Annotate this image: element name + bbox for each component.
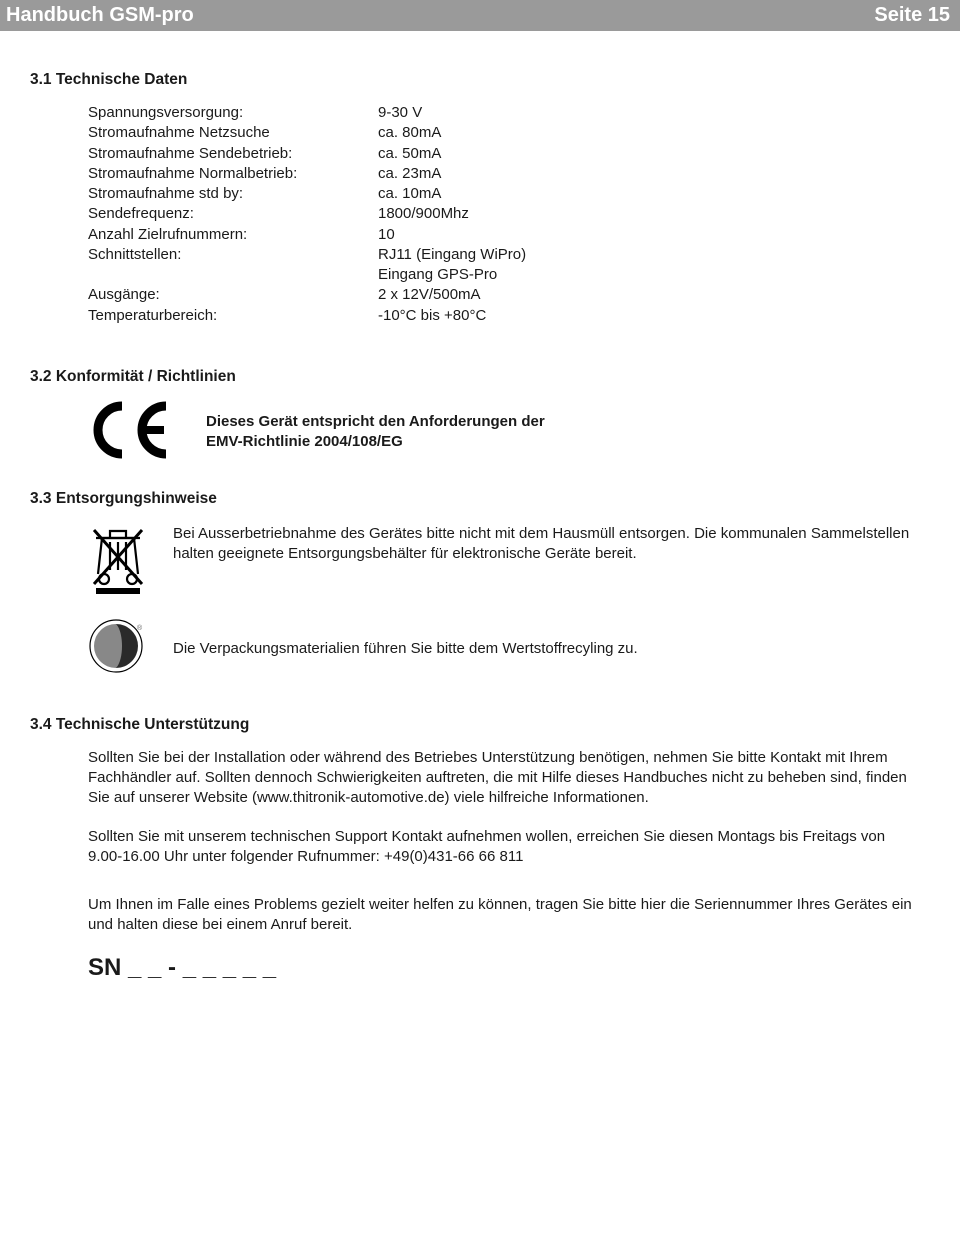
spec-label: Stromaufnahme Sendebetrieb: xyxy=(88,144,378,164)
heading-disposal: 3.3 Entsorgungshinweise xyxy=(30,490,920,508)
tech-spec-table: Spannungsversorgung:9-30 VStromaufnahme … xyxy=(88,103,848,326)
support-p2: Sollten Sie mit unserem technischen Supp… xyxy=(88,827,920,868)
support-p3: Um Ihnen im Falle eines Problems gezielt… xyxy=(88,895,920,936)
spec-label: Ausgänge: xyxy=(88,285,378,305)
spec-row: Stromaufnahme Normalbetrieb:ca. 23mA xyxy=(88,164,848,184)
spec-value: RJ11 (Eingang WiPro) xyxy=(378,245,848,265)
spec-label xyxy=(88,265,378,285)
spec-row: Ausgänge:2 x 12V/500mA xyxy=(88,285,848,305)
gruener-punkt-icon: ® xyxy=(88,618,173,678)
spec-row: Temperaturbereich:-10°C bis +80°C xyxy=(88,306,848,326)
spec-row: Schnittstellen:RJ11 (Eingang WiPro) xyxy=(88,245,848,265)
spec-value: 2 x 12V/500mA xyxy=(378,285,848,305)
page-header: Handbuch GSM-pro Seite 15 xyxy=(0,0,960,31)
spec-value: Eingang GPS-Pro xyxy=(378,265,848,285)
spec-value: -10°C bis +80°C xyxy=(378,306,848,326)
spec-value: 9-30 V xyxy=(378,103,848,123)
spec-value: ca. 10mA xyxy=(378,184,848,204)
spec-label: Sendefrequenz: xyxy=(88,204,378,224)
spec-label: Temperaturbereich: xyxy=(88,306,378,326)
ce-row: Dieses Gerät entspricht den Anforderunge… xyxy=(88,400,920,464)
spec-row: Sendefrequenz:1800/900Mhz xyxy=(88,204,848,224)
ce-line2: EMV-Richtlinie 2004/108/EG xyxy=(206,433,403,450)
spec-row: Stromaufnahme std by:ca. 10mA xyxy=(88,184,848,204)
ce-statement: Dieses Gerät entspricht den Anforderunge… xyxy=(206,412,545,453)
doc-title: Handbuch GSM-pro xyxy=(6,4,194,27)
spec-label: Spannungsversorgung: xyxy=(88,103,378,123)
weee-bin-icon xyxy=(88,522,173,602)
heading-support: 3.4 Technische Unterstützung xyxy=(30,716,920,734)
gruener-punkt-row: ® Die Verpackungsmaterialien führen Sie … xyxy=(88,618,920,678)
page-number: Seite 15 xyxy=(874,4,950,27)
heading-conformity: 3.2 Konformität / Richtlinien xyxy=(30,368,920,386)
spec-label: Stromaufnahme Netzsuche xyxy=(88,123,378,143)
ce-mark-icon xyxy=(88,400,178,464)
weee-row: Bei Ausserbetriebnahme des Gerätes bitte… xyxy=(88,522,920,602)
weee-text: Bei Ausserbetriebnahme des Gerätes bitte… xyxy=(173,522,920,602)
spec-label: Schnittstellen: xyxy=(88,245,378,265)
spec-value: ca. 23mA xyxy=(378,164,848,184)
serial-number-field: SN _ _ - _ _ _ _ _ xyxy=(88,954,920,982)
spec-value: ca. 80mA xyxy=(378,123,848,143)
spec-row: Spannungsversorgung:9-30 V xyxy=(88,103,848,123)
spec-row: Anzahl Zielrufnummern:10 xyxy=(88,225,848,245)
recycling-text: Die Verpackungsmaterialien führen Sie bi… xyxy=(173,637,920,659)
support-p1: Sollten Sie bei der Installation oder wä… xyxy=(88,748,920,809)
spec-label: Stromaufnahme Normalbetrieb: xyxy=(88,164,378,184)
spec-label: Anzahl Zielrufnummern: xyxy=(88,225,378,245)
spec-value: 10 xyxy=(378,225,848,245)
ce-line1: Dieses Gerät entspricht den Anforderunge… xyxy=(206,413,545,430)
support-block: Sollten Sie bei der Installation oder wä… xyxy=(88,748,920,936)
spec-row: Stromaufnahme Sendebetrieb:ca. 50mA xyxy=(88,144,848,164)
spec-value: ca. 50mA xyxy=(378,144,848,164)
page-content: 3.1 Technische Daten Spannungsversorgung… xyxy=(0,31,960,1002)
spec-row: Eingang GPS-Pro xyxy=(88,265,848,285)
spec-label: Stromaufnahme std by: xyxy=(88,184,378,204)
spec-value: 1800/900Mhz xyxy=(378,204,848,224)
heading-tech-data: 3.1 Technische Daten xyxy=(30,71,920,89)
spec-row: Stromaufnahme Netzsucheca. 80mA xyxy=(88,123,848,143)
svg-text:®: ® xyxy=(137,624,143,632)
